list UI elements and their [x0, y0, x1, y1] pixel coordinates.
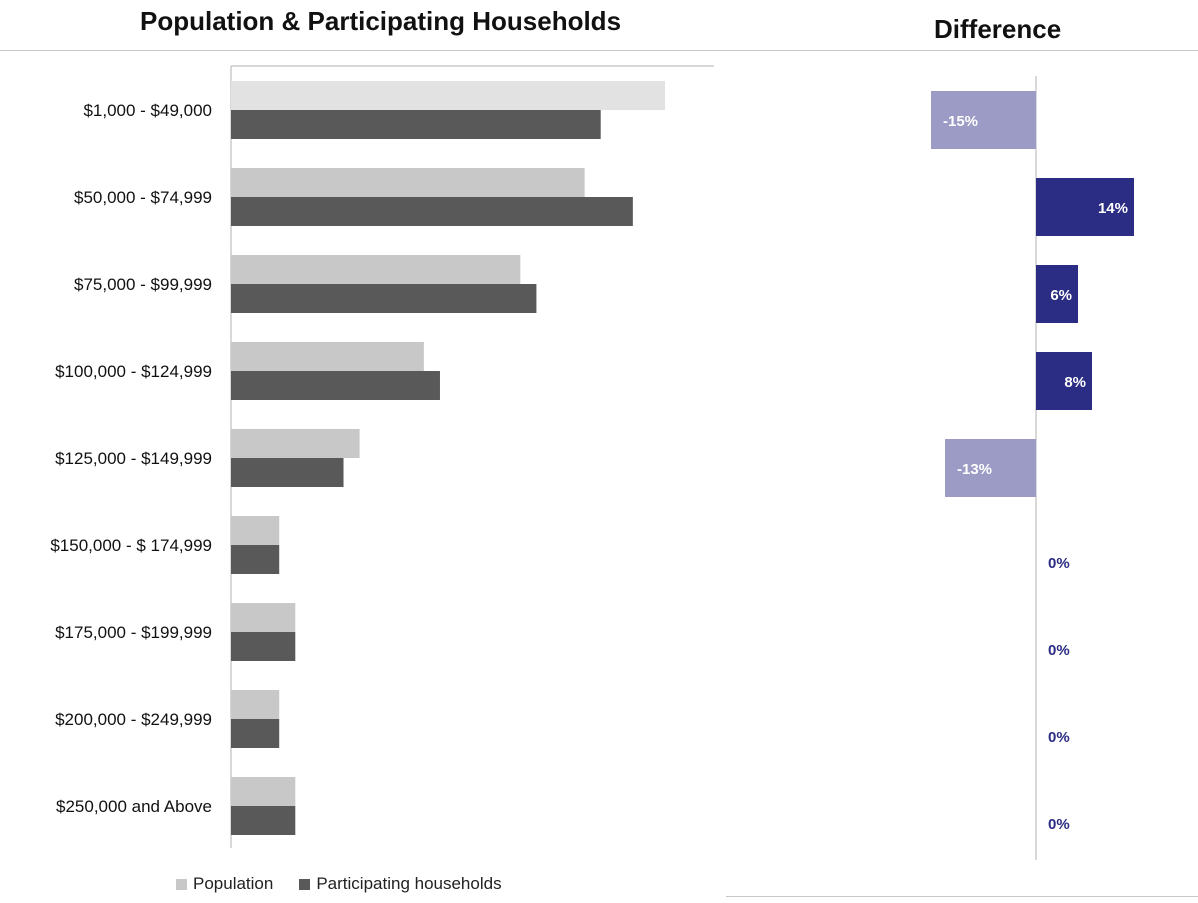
title-rule-left — [0, 50, 726, 51]
population-chart: $1,000 - $49,000 $50,000 - $74,999 $75,000… — [50, 65, 714, 848]
difference-label-1: -15% — [943, 113, 978, 130]
title-rule-right — [726, 50, 1198, 51]
difference-label-5: -13% — [957, 461, 992, 478]
difference-label-3: 6% — [1050, 287, 1072, 304]
bar-participating-households-3 — [231, 284, 537, 313]
category-label-7: $175,000 - $199,999 — [55, 623, 212, 642]
difference-label-9: 0% — [1048, 816, 1070, 833]
difference-label-7: 0% — [1048, 642, 1070, 659]
bar-population-8 — [231, 690, 280, 719]
legend-label-participating: Participating households — [316, 874, 502, 893]
legend-swatch-population — [176, 878, 187, 890]
bar-population-2 — [231, 168, 585, 197]
category-label-3: $75,000 - $99,999 — [74, 275, 212, 294]
bar-participating-households-1 — [231, 110, 601, 139]
difference-bar-5 — [945, 439, 1036, 497]
difference-label-4: 8% — [1064, 374, 1086, 391]
legend-swatch-participating — [299, 878, 311, 890]
category-label-1: $1,000 - $49,000 — [83, 101, 212, 120]
bar-population-9 — [231, 777, 296, 806]
chart-title-population: Population & Participating Households — [140, 6, 622, 36]
category-label-4: $100,000 - $124,999 — [55, 362, 212, 381]
difference-label-8: 0% — [1048, 729, 1070, 746]
bar-participating-households-2 — [231, 197, 633, 226]
legend-item-participating: Participating households — [299, 874, 502, 894]
bar-population-1 — [231, 81, 665, 110]
difference-bar-3 — [1036, 265, 1078, 323]
difference-chart: -15% 14% 6% 8% -13% 0% 0% 0% 0% — [931, 76, 1134, 860]
bar-participating-households-9 — [231, 806, 296, 835]
bar-population-3 — [231, 255, 521, 284]
difference-bar-1 — [931, 91, 1036, 149]
difference-label-6: 0% — [1048, 555, 1070, 572]
bar-population-7 — [231, 603, 296, 632]
category-label-6: $150,000 - $ 174,999 — [50, 536, 212, 555]
category-label-2: $50,000 - $74,999 — [74, 188, 212, 207]
bar-population-5 — [231, 429, 360, 458]
difference-bar-2 — [1036, 178, 1134, 236]
bottom-rule-right — [726, 896, 1198, 897]
bar-participating-households-8 — [231, 719, 280, 748]
bar-participating-households-6 — [231, 545, 280, 574]
chart-title-difference: Difference — [934, 14, 1062, 44]
bar-population-6 — [231, 516, 280, 545]
legend: Population Participating households — [176, 874, 528, 894]
bar-participating-households-4 — [231, 371, 440, 400]
category-label-8: $200,000 - $249,999 — [55, 710, 212, 729]
difference-label-2: 14% — [1098, 200, 1128, 217]
bar-participating-households-5 — [231, 458, 344, 487]
category-label-5: $125,000 - $149,999 — [55, 449, 212, 468]
bar-population-4 — [231, 342, 424, 371]
legend-item-population: Population — [176, 874, 273, 894]
legend-label-population: Population — [193, 874, 274, 893]
bar-participating-households-7 — [231, 632, 296, 661]
difference-bar-4 — [1036, 352, 1092, 410]
category-label-9: $250,000 and Above — [56, 797, 212, 816]
